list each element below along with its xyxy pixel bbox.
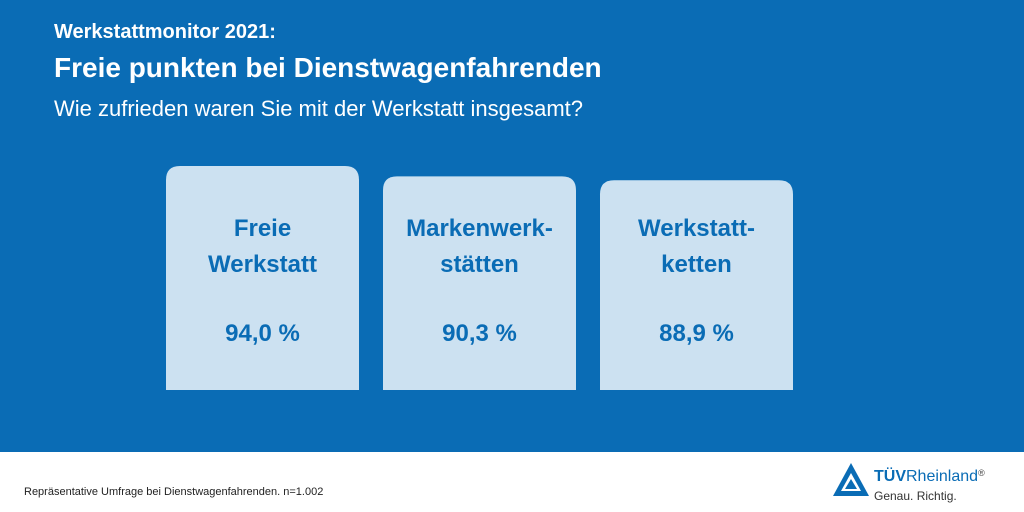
value-label: 90,3 % [442,320,517,347]
logo-tagline: Genau. Richtig. [874,489,957,503]
category-label: Markenwerk- [406,215,553,242]
value-label: 88,9 % [659,320,734,347]
category-label: ketten [661,251,732,278]
bar-1 [166,166,359,390]
category-label: stätten [440,251,519,278]
page-title: Freie punkten bei Dienstwagenfahrenden [54,52,602,83]
tuv-rheinland-logo: TÜVRheinland® Genau. Richtig. [832,462,1012,506]
category-label: Werkstatt- [638,215,755,242]
survey-question: Wie zufrieden waren Sie mit der Werkstat… [54,96,584,121]
value-label: 94,0 % [225,320,300,347]
category-label: Freie [234,215,291,242]
logo-brand-name: TÜVRheinland® [874,468,985,485]
category-label: Werkstatt [208,251,317,278]
bar-3 [600,180,793,390]
kicker-title: Werkstattmonitor 2021: [54,21,276,43]
bar-2 [383,176,576,390]
satisfaction-bar-chart: Freie Werkstatt 94,0 % Markenwerk-stätten 90… [166,166,793,390]
tuv-triangle-logo-icon [833,463,869,496]
survey-footnote: Repräsentative Umfrage bei Dienstwagenfa… [24,486,324,498]
